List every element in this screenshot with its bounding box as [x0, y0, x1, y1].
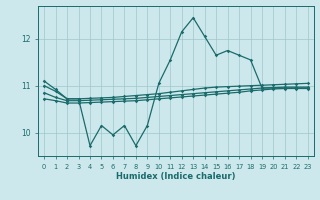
X-axis label: Humidex (Indice chaleur): Humidex (Indice chaleur) [116, 172, 236, 181]
